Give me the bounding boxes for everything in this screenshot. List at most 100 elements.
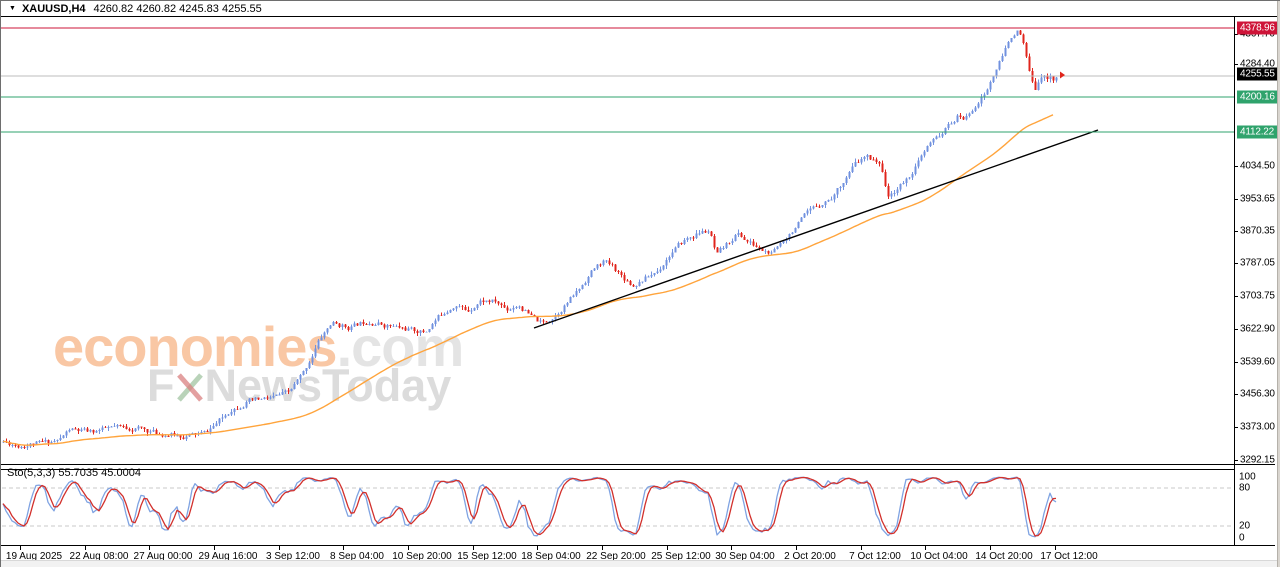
candlestick-body	[440, 314, 443, 316]
candlestick-body	[941, 133, 944, 137]
candlestick-body	[455, 306, 458, 309]
candlestick-body	[749, 241, 752, 243]
stochastic-axis-label: 80	[1239, 482, 1251, 494]
candlestick-body	[827, 199, 830, 202]
candlestick-body	[716, 247, 719, 253]
candlestick-body	[233, 408, 236, 413]
candlestick-body	[221, 417, 224, 419]
candlestick-body	[128, 428, 131, 431]
date-axis-tick	[731, 546, 732, 550]
price-axis-label: 3373.00	[1240, 421, 1275, 433]
candlestick-body	[239, 408, 242, 410]
candlestick-body	[428, 329, 431, 332]
candlestick-body	[449, 309, 452, 313]
candlestick-body	[911, 174, 914, 178]
candlestick-body	[116, 425, 119, 427]
candlestick-body	[725, 242, 728, 249]
right-scroll-strip[interactable]	[1277, 1, 1280, 567]
candlestick-body	[581, 285, 584, 290]
candlestick-body	[212, 425, 215, 429]
candlestick-body	[47, 439, 50, 444]
candlestick-body	[611, 263, 614, 265]
price-axis-tick	[1234, 394, 1238, 395]
price-axis-tick	[1234, 329, 1238, 330]
candlestick-body	[962, 117, 965, 120]
ascending-trendline[interactable]	[533, 129, 1099, 329]
candlestick-body	[590, 270, 593, 277]
candlestick-body	[776, 246, 779, 250]
candlestick-body	[122, 425, 125, 427]
candlestick-body	[710, 231, 713, 237]
candlestick-body	[1046, 75, 1049, 80]
bottom-window-strip	[1, 560, 1280, 567]
candlestick-body	[59, 438, 62, 440]
candlestick-body	[341, 324, 344, 327]
candlestick-body	[1049, 76, 1052, 80]
price-axis-label: 3870.35	[1240, 225, 1275, 237]
candlestick-body	[569, 296, 572, 303]
price-axis-tick	[1234, 166, 1238, 167]
candlestick-body	[1010, 38, 1013, 42]
candlestick-body	[989, 81, 992, 90]
candlestick-body	[533, 314, 536, 317]
date-axis-label: 17 Oct 12:00	[1040, 551, 1098, 562]
candlestick-body	[464, 307, 467, 310]
candlestick-body	[320, 337, 323, 341]
candlestick-body	[992, 76, 995, 82]
candlestick-body	[740, 232, 743, 237]
price-axis-tick	[1234, 362, 1238, 363]
candlestick-body	[44, 439, 47, 442]
candlestick-body	[410, 327, 413, 329]
candlestick-body	[386, 325, 389, 328]
stochastic-subwindow[interactable]	[1, 469, 1235, 546]
candlestick-body	[278, 394, 281, 396]
candlestick-body	[374, 324, 377, 326]
candlestick-body	[602, 260, 605, 266]
price-axis-label: 3703.75	[1240, 290, 1275, 302]
candlestick-body	[1025, 42, 1028, 57]
candlestick-body	[584, 283, 587, 286]
candlestick-body	[524, 310, 527, 312]
candlestick-body	[206, 431, 209, 433]
candlestick-body	[11, 444, 14, 446]
date-axis-label: 8 Sep 04:00	[330, 551, 384, 562]
candlestick-body	[677, 243, 680, 248]
candlestick-body	[773, 249, 776, 253]
candlestick-body	[14, 444, 17, 446]
candlestick-body	[641, 281, 644, 283]
candlestick-body	[230, 412, 233, 415]
candlestick-body	[662, 265, 665, 270]
candlestick-body	[986, 89, 989, 95]
candlestick-body	[482, 300, 485, 302]
candlestick-body	[779, 243, 782, 247]
candlestick-body	[368, 323, 371, 325]
candlestick-body	[317, 340, 320, 349]
candlestick-body	[554, 315, 557, 320]
date-axis-label: 10 Oct 04:00	[910, 551, 968, 562]
candlestick-body	[1034, 81, 1037, 90]
price-axis-tick	[1234, 427, 1238, 428]
candlestick-body	[851, 166, 854, 173]
watermark-tagline-rest: NewsToday	[204, 360, 452, 411]
candlestick-body	[359, 322, 362, 326]
candlestick-body	[788, 233, 791, 240]
candlestick-body	[935, 136, 938, 139]
main-price-chart[interactable]	[1, 17, 1235, 464]
candlestick-body	[65, 431, 68, 436]
candlestick-body	[770, 252, 773, 254]
price-axis-tick	[1234, 231, 1238, 232]
candlestick-body	[578, 289, 581, 292]
candlestick-body	[251, 398, 254, 400]
candlestick-body	[110, 426, 113, 428]
candlestick-body	[182, 437, 185, 439]
candlestick-body	[140, 426, 143, 428]
candlestick-body	[728, 242, 731, 244]
candlestick-body	[698, 233, 701, 235]
ohlc-dropdown-icon[interactable]: ▼	[9, 5, 16, 12]
date-axis-tick	[149, 546, 150, 550]
candlestick-body	[392, 325, 395, 327]
candlestick-body	[473, 308, 476, 311]
price-axis-tick	[1234, 64, 1238, 65]
candlestick-body	[1013, 35, 1016, 39]
candlestick-body	[131, 430, 134, 432]
